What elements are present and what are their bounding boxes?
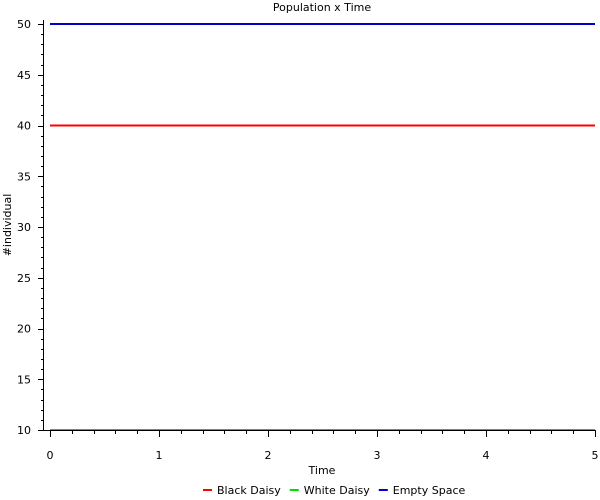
y-axis-label: #individual xyxy=(1,194,14,257)
y-tick-label: 15 xyxy=(17,373,31,386)
y-tick-label: 10 xyxy=(17,424,31,437)
y-tick-label: 45 xyxy=(17,69,31,82)
x-tick-label: 5 xyxy=(592,449,599,462)
y-tick-label: 40 xyxy=(17,120,31,133)
legend: Black Daisy White Daisy Empty Space xyxy=(203,484,465,497)
chart-title: Population x Time xyxy=(273,1,371,14)
y-ticks: 10 15 20 25 30 35 40 45 50 xyxy=(17,18,43,437)
legend-label: White Daisy xyxy=(304,484,370,497)
x-tick-label: 2 xyxy=(265,449,272,462)
x-tick-label: 3 xyxy=(374,449,381,462)
x-tick-label: 4 xyxy=(483,449,490,462)
y-tick-label: 50 xyxy=(17,18,31,31)
y-tick-label: 20 xyxy=(17,323,31,336)
legend-label: Black Daisy xyxy=(217,484,281,497)
y-tick-label: 25 xyxy=(17,272,31,285)
y-tick-label: 30 xyxy=(17,221,31,234)
x-tick-label: 1 xyxy=(156,449,163,462)
legend-label: Empty Space xyxy=(393,484,466,497)
x-axis-label: Time xyxy=(308,464,336,477)
x-ticks: 0 1 2 3 4 5 xyxy=(47,430,599,462)
series-layer xyxy=(50,23,595,431)
x-tick-label: 0 xyxy=(47,449,54,462)
y-tick-label: 35 xyxy=(17,170,31,183)
